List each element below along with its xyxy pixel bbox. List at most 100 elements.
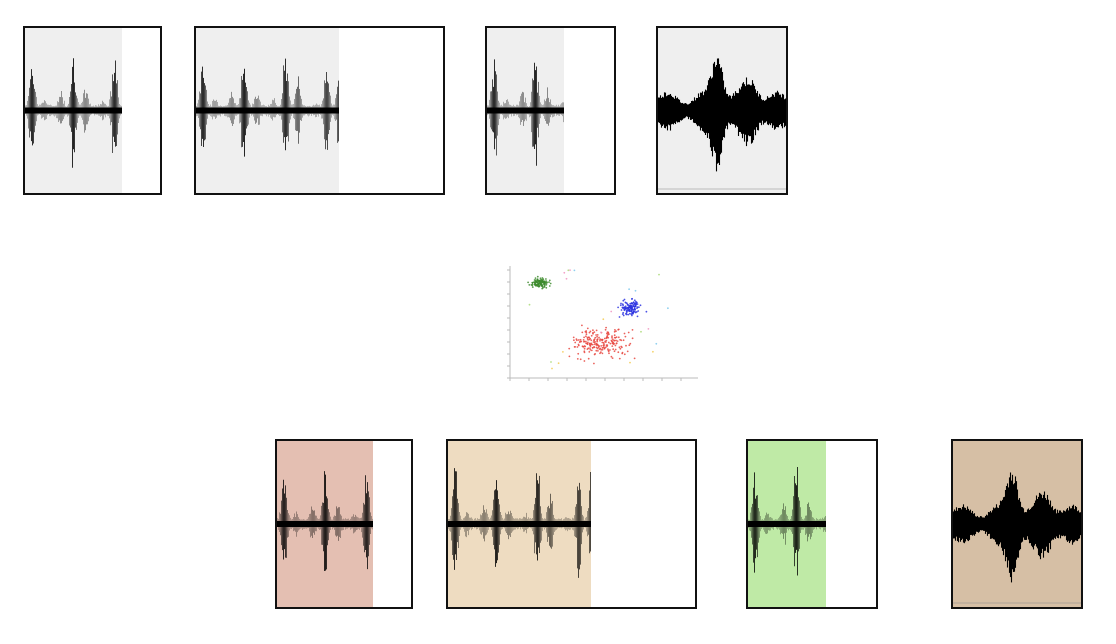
scatter-point [619, 347, 622, 350]
scatter-point [583, 336, 585, 339]
scatter-point [618, 346, 621, 349]
scatter-point [591, 343, 594, 346]
scatter-point [602, 344, 605, 347]
scatter-point [601, 338, 604, 341]
scatter-point [586, 327, 589, 330]
scatter-point [585, 333, 588, 336]
scatter-outlier-point [602, 318, 605, 321]
scatter-point [625, 310, 628, 312]
scatter-point [611, 340, 613, 342]
scatter-point [546, 281, 548, 284]
scatter-point [615, 330, 617, 332]
scatter-point [600, 348, 603, 351]
scatter-point [545, 278, 547, 280]
scatter-point [598, 336, 600, 339]
scatter-outlier-point [634, 289, 637, 292]
scatter-point [607, 332, 610, 334]
scatter-point [584, 345, 587, 348]
scatter-point [568, 355, 571, 358]
scatter-point [622, 314, 625, 317]
scatter-point [579, 358, 582, 361]
input-segment-panel-2 [194, 26, 445, 195]
scatter-point [587, 336, 590, 339]
scatter-outlier-point [528, 303, 531, 306]
cluster-2 [617, 297, 648, 318]
scatter-point [536, 275, 539, 278]
scatter-point [636, 303, 639, 305]
scatter-point [576, 346, 579, 348]
scatter-point [618, 316, 621, 318]
scatter-point [600, 351, 602, 353]
scatter-point [627, 313, 630, 316]
waveform [658, 58, 786, 190]
scatter-point [624, 335, 627, 338]
segment-waveform-plot [277, 441, 373, 607]
scatter-point [598, 345, 601, 348]
scatter-outlier-point [600, 331, 602, 334]
scatter-point [587, 347, 590, 350]
scatter-point [576, 358, 579, 360]
segment-waveform-plot [487, 28, 564, 193]
scatter-point [544, 284, 546, 286]
scatter-point [542, 280, 545, 283]
scatter-point [614, 344, 617, 347]
scatter-point [627, 331, 630, 334]
scatter-point [589, 330, 592, 333]
scatter-point [623, 332, 626, 335]
scatter-outlier-point [563, 271, 566, 274]
scatter-point [590, 349, 593, 352]
scatter-point [549, 282, 552, 285]
scatter-point [589, 347, 591, 349]
scatter-point [534, 280, 537, 283]
scatter-point [587, 339, 589, 341]
scatter-point [602, 346, 605, 349]
scatter-point [620, 339, 623, 342]
scatter-point [625, 311, 628, 314]
scatter-point [605, 326, 607, 329]
scatter-point [541, 287, 544, 290]
scatter-point [633, 357, 636, 360]
scatter-point [631, 337, 634, 340]
scatter-point [612, 348, 615, 351]
scatter-point [617, 328, 620, 331]
scatter-point [620, 302, 622, 305]
scatter-point [593, 343, 596, 346]
scatter-point [568, 347, 571, 350]
scatter-point [623, 309, 626, 312]
scatter-point [603, 347, 606, 350]
scatter-point [603, 337, 606, 340]
scatter-point [528, 284, 531, 286]
scatter-point [598, 348, 601, 350]
scatter-point [620, 309, 623, 311]
scatter-point [548, 279, 551, 282]
scatter-point [622, 339, 625, 342]
scatter-point [628, 308, 631, 311]
scatter-point [601, 341, 604, 344]
scatter-point [589, 345, 592, 347]
waveform [487, 59, 564, 166]
waveform [196, 58, 339, 157]
scatter-outlier-point [647, 328, 650, 330]
scatter-point [635, 300, 637, 303]
scatter-point [625, 344, 627, 347]
segment-waveform-plot [25, 28, 122, 193]
scatter-outlier-point [562, 351, 564, 353]
scatter-point [594, 353, 596, 355]
scatter-point [593, 346, 595, 348]
scatter-point [585, 340, 587, 343]
scatter-point [617, 351, 620, 354]
scatter-point [592, 341, 595, 343]
scatter-point [577, 344, 580, 347]
input-segment-panel-1 [23, 26, 162, 195]
scatter-point [542, 278, 545, 281]
scatter-point [607, 349, 610, 352]
scatter-point [608, 352, 610, 355]
scatter-point [593, 339, 595, 342]
waveform [448, 468, 591, 578]
clustered-segment-panel-4 [951, 439, 1083, 609]
scatter-outlier-point [569, 269, 571, 271]
scatter-point [590, 339, 593, 342]
scatter-point [592, 329, 594, 332]
scatter-point [630, 313, 633, 315]
scatter-point [605, 339, 608, 342]
